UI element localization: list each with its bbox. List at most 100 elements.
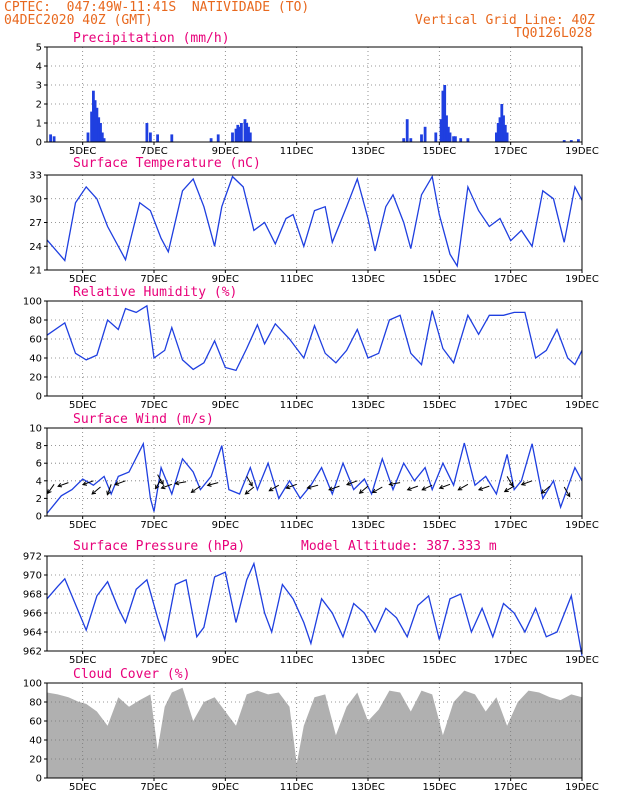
humidity-xtick-label-3: 11DEC bbox=[280, 400, 314, 411]
wind-arrowhead-23 bbox=[421, 486, 427, 491]
humidity-ytick-label-0: 0 bbox=[36, 392, 42, 403]
humidity-ytick-label-3: 60 bbox=[29, 335, 42, 346]
precipitation-bar-30 bbox=[423, 126, 427, 142]
humidity-xtick-label-2: 9DEC bbox=[212, 400, 239, 411]
precipitation-bar-23 bbox=[245, 123, 249, 142]
wind-arrow-31 bbox=[563, 486, 571, 497]
wind-arrowhead-22 bbox=[406, 486, 412, 491]
temperature-xtick-label-7: 19DEC bbox=[565, 274, 599, 285]
precipitation-ytick-label-0: 0 bbox=[36, 138, 42, 149]
precipitation-frame bbox=[46, 46, 583, 143]
wind-ytick-label-3: 6 bbox=[36, 459, 42, 470]
temperature-xtick-label-1: 7DEC bbox=[140, 274, 167, 285]
precipitation-xtick-label-5: 15DEC bbox=[422, 146, 456, 157]
wind-arrowhead-18 bbox=[346, 481, 351, 486]
header-run-time: 04DEC2020 40Z (GMT) bbox=[4, 13, 153, 28]
wind-arrow-1 bbox=[57, 482, 69, 487]
pressure-ytick-label-0: 962 bbox=[23, 647, 42, 658]
wind-arrow-2 bbox=[82, 480, 94, 486]
temperature-xtick-label-6: 17DEC bbox=[494, 274, 528, 285]
precipitation-bar-18 bbox=[234, 128, 238, 142]
wind-arrowhead-9 bbox=[174, 480, 180, 486]
precipitation-bar-51 bbox=[577, 139, 580, 142]
wind-arrow-27 bbox=[506, 476, 514, 487]
precipitation-xtick-label-2: 9DEC bbox=[212, 146, 239, 157]
wind-arrow-19 bbox=[359, 485, 369, 494]
precipitation-bar-49 bbox=[562, 140, 566, 142]
temperature-line bbox=[46, 174, 583, 268]
precipitation-bar-42 bbox=[495, 132, 498, 142]
humidity-frame bbox=[46, 300, 583, 397]
humidity-xtick-label-1: 7DEC bbox=[140, 400, 167, 411]
temperature-ytick-label-2: 27 bbox=[29, 218, 42, 229]
wind-arrowhead-26 bbox=[477, 486, 483, 491]
wind-arrowhead-29 bbox=[520, 481, 526, 486]
cloud-cover-title: Cloud Cover (%) bbox=[73, 667, 190, 682]
precipitation-bar-2 bbox=[86, 132, 90, 142]
wind-arrow-0 bbox=[47, 484, 55, 494]
wind-arrowhead-15 bbox=[285, 484, 291, 490]
wind-title: Surface Wind (m/s) bbox=[73, 412, 214, 427]
precipitation-xtick-label-1: 7DEC bbox=[140, 146, 167, 157]
header-model-code: TQ0126L028 bbox=[514, 26, 593, 41]
wind-arrowhead-19 bbox=[358, 489, 364, 494]
wind-arrow-30 bbox=[541, 485, 551, 494]
wind-arrowhead-11 bbox=[206, 482, 212, 487]
wind-ytick-label-5: 10 bbox=[29, 424, 42, 435]
pressure-ytick-label-5: 972 bbox=[23, 552, 42, 563]
wind-xtick-label-4: 13DEC bbox=[351, 520, 385, 531]
wind-arrowhead-13 bbox=[244, 490, 250, 495]
wind-ytick-label-4: 8 bbox=[36, 441, 42, 452]
precipitation-bar-19 bbox=[236, 124, 240, 142]
humidity-line bbox=[46, 304, 583, 372]
pressure-xtick-label-0: 5DEC bbox=[69, 655, 96, 666]
precipitation-bar-48 bbox=[505, 132, 509, 142]
precipitation-bar-3 bbox=[90, 111, 93, 142]
wind-xtick-label-7: 19DEC bbox=[565, 520, 599, 531]
wind-arrow-26 bbox=[478, 485, 490, 491]
temperature-ytick-label-1: 24 bbox=[29, 242, 42, 253]
wind-xtick-label-6: 17DEC bbox=[494, 520, 528, 531]
precipitation-ytick-label-3: 3 bbox=[36, 81, 42, 92]
pressure-xtick-label-6: 17DEC bbox=[494, 655, 528, 666]
wind-arrowhead-6 bbox=[159, 480, 164, 486]
precipitation-bar-11 bbox=[145, 123, 149, 142]
precipitation-bar-9 bbox=[100, 132, 104, 142]
wind-ytick-label-0: 0 bbox=[36, 512, 42, 523]
precipitation-bar-24 bbox=[247, 126, 250, 142]
temperature-xtick-label-4: 13DEC bbox=[351, 274, 385, 285]
wind-xtick-label-0: 5DEC bbox=[69, 520, 96, 531]
precipitation-bar-13 bbox=[156, 134, 159, 142]
precipitation-xtick-label-6: 17DEC bbox=[494, 146, 528, 157]
cloud-cover-ytick-label-5: 100 bbox=[23, 679, 42, 690]
wind-arrowhead-21 bbox=[388, 481, 394, 487]
wind-xtick-label-5: 15DEC bbox=[422, 520, 456, 531]
wind-arrow-5 bbox=[114, 480, 126, 486]
precipitation-bar-31 bbox=[434, 132, 438, 142]
wind-arrow-15 bbox=[286, 483, 297, 489]
cloud-cover-ytick-label-1: 20 bbox=[29, 755, 42, 766]
precipitation-xtick-label-0: 5DEC bbox=[69, 146, 96, 157]
precipitation-bar-22 bbox=[243, 119, 247, 142]
wind-line bbox=[46, 441, 583, 514]
precipitation-bar-20 bbox=[238, 126, 241, 142]
precipitation-bar-29 bbox=[420, 134, 423, 142]
wind-arrow-9 bbox=[175, 481, 187, 485]
cloud-cover-ytick-label-2: 40 bbox=[29, 736, 42, 747]
precipitation-bar-34 bbox=[443, 85, 447, 142]
pressure-frame bbox=[46, 555, 583, 652]
wind-xtick-label-1: 7DEC bbox=[140, 520, 167, 531]
precipitation-bar-15 bbox=[209, 138, 213, 142]
temperature-ytick-label-0: 21 bbox=[29, 266, 42, 277]
cloud-cover-area bbox=[47, 687, 582, 778]
cloud-cover-xtick-label-1: 7DEC bbox=[140, 782, 167, 793]
wind-arrowhead-17 bbox=[328, 486, 334, 491]
wind-arrowhead-10 bbox=[190, 488, 196, 494]
wind-arrow-24 bbox=[439, 483, 451, 489]
pressure-ytick-label-1: 964 bbox=[23, 628, 42, 639]
wind-ytick-label-1: 2 bbox=[36, 494, 42, 505]
precipitation-ytick-label-1: 1 bbox=[36, 119, 42, 130]
temperature-xtick-label-3: 11DEC bbox=[280, 274, 314, 285]
pressure-ytick-label-2: 966 bbox=[23, 609, 42, 620]
